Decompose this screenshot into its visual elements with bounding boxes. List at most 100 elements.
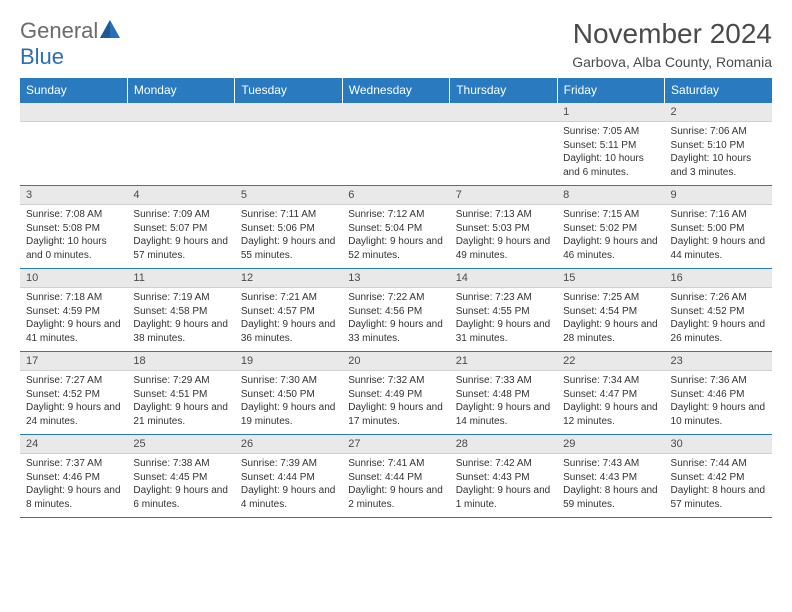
calendar-cell: 16Sunrise: 7:26 AMSunset: 4:52 PMDayligh…: [665, 269, 772, 352]
day-number: 14: [450, 269, 557, 288]
brand-blue: Blue: [20, 44, 64, 69]
day-body: Sunrise: 7:16 AMSunset: 5:00 PMDaylight:…: [665, 205, 772, 268]
day-number: 25: [127, 435, 234, 454]
calendar-cell: 19Sunrise: 7:30 AMSunset: 4:50 PMDayligh…: [235, 352, 342, 435]
day-number: 10: [20, 269, 127, 288]
day-body: Sunrise: 7:38 AMSunset: 4:45 PMDaylight:…: [127, 454, 234, 517]
calendar-cell: 4Sunrise: 7:09 AMSunset: 5:07 PMDaylight…: [127, 186, 234, 269]
day-body: Sunrise: 7:23 AMSunset: 4:55 PMDaylight:…: [450, 288, 557, 351]
calendar-cell: 26Sunrise: 7:39 AMSunset: 4:44 PMDayligh…: [235, 435, 342, 518]
calendar-cell: 5Sunrise: 7:11 AMSunset: 5:06 PMDaylight…: [235, 186, 342, 269]
day-body-empty: [450, 122, 557, 182]
calendar-cell: 10Sunrise: 7:18 AMSunset: 4:59 PMDayligh…: [20, 269, 127, 352]
title-block: November 2024 Garbova, Alba County, Roma…: [572, 18, 772, 70]
day-body: Sunrise: 7:27 AMSunset: 4:52 PMDaylight:…: [20, 371, 127, 434]
weekday-header: Friday: [557, 78, 664, 103]
calendar-cell: 28Sunrise: 7:42 AMSunset: 4:43 PMDayligh…: [450, 435, 557, 518]
day-number: 22: [557, 352, 664, 371]
day-number: 1: [557, 103, 664, 122]
day-body: Sunrise: 7:22 AMSunset: 4:56 PMDaylight:…: [342, 288, 449, 351]
calendar-header-row: SundayMondayTuesdayWednesdayThursdayFrid…: [20, 78, 772, 103]
day-number: 16: [665, 269, 772, 288]
day-number-empty: [20, 103, 127, 122]
day-body: Sunrise: 7:18 AMSunset: 4:59 PMDaylight:…: [20, 288, 127, 351]
day-number: 3: [20, 186, 127, 205]
day-number-empty: [235, 103, 342, 122]
calendar-row: 17Sunrise: 7:27 AMSunset: 4:52 PMDayligh…: [20, 352, 772, 435]
calendar-cell: 25Sunrise: 7:38 AMSunset: 4:45 PMDayligh…: [127, 435, 234, 518]
weekday-header: Saturday: [665, 78, 772, 103]
weekday-header: Tuesday: [235, 78, 342, 103]
day-body: Sunrise: 7:06 AMSunset: 5:10 PMDaylight:…: [665, 122, 772, 185]
day-number: 19: [235, 352, 342, 371]
month-title: November 2024: [572, 18, 772, 50]
day-number: 23: [665, 352, 772, 371]
calendar-row: 10Sunrise: 7:18 AMSunset: 4:59 PMDayligh…: [20, 269, 772, 352]
calendar-cell: [127, 103, 234, 186]
day-body: Sunrise: 7:41 AMSunset: 4:44 PMDaylight:…: [342, 454, 449, 517]
calendar-table: SundayMondayTuesdayWednesdayThursdayFrid…: [20, 78, 772, 518]
day-body: Sunrise: 7:05 AMSunset: 5:11 PMDaylight:…: [557, 122, 664, 185]
day-number: 20: [342, 352, 449, 371]
logo-triangle-icon: [100, 18, 120, 36]
day-body: Sunrise: 7:09 AMSunset: 5:07 PMDaylight:…: [127, 205, 234, 268]
calendar-cell: 8Sunrise: 7:15 AMSunset: 5:02 PMDaylight…: [557, 186, 664, 269]
day-body: Sunrise: 7:34 AMSunset: 4:47 PMDaylight:…: [557, 371, 664, 434]
brand-general: General: [20, 18, 98, 43]
day-body-empty: [20, 122, 127, 182]
day-body: Sunrise: 7:37 AMSunset: 4:46 PMDaylight:…: [20, 454, 127, 517]
day-number: 7: [450, 186, 557, 205]
day-body: Sunrise: 7:19 AMSunset: 4:58 PMDaylight:…: [127, 288, 234, 351]
calendar-cell: 17Sunrise: 7:27 AMSunset: 4:52 PMDayligh…: [20, 352, 127, 435]
day-body-empty: [342, 122, 449, 182]
day-body: Sunrise: 7:15 AMSunset: 5:02 PMDaylight:…: [557, 205, 664, 268]
day-number: 12: [235, 269, 342, 288]
calendar-cell: [342, 103, 449, 186]
day-number: 5: [235, 186, 342, 205]
day-body: Sunrise: 7:33 AMSunset: 4:48 PMDaylight:…: [450, 371, 557, 434]
day-body: Sunrise: 7:11 AMSunset: 5:06 PMDaylight:…: [235, 205, 342, 268]
calendar-cell: 6Sunrise: 7:12 AMSunset: 5:04 PMDaylight…: [342, 186, 449, 269]
day-body-empty: [235, 122, 342, 182]
calendar-cell: 7Sunrise: 7:13 AMSunset: 5:03 PMDaylight…: [450, 186, 557, 269]
day-number: 28: [450, 435, 557, 454]
calendar-cell: 2Sunrise: 7:06 AMSunset: 5:10 PMDaylight…: [665, 103, 772, 186]
calendar-cell: 24Sunrise: 7:37 AMSunset: 4:46 PMDayligh…: [20, 435, 127, 518]
calendar-cell: 15Sunrise: 7:25 AMSunset: 4:54 PMDayligh…: [557, 269, 664, 352]
calendar-cell: 20Sunrise: 7:32 AMSunset: 4:49 PMDayligh…: [342, 352, 449, 435]
day-number: 11: [127, 269, 234, 288]
day-body: Sunrise: 7:13 AMSunset: 5:03 PMDaylight:…: [450, 205, 557, 268]
day-number-empty: [450, 103, 557, 122]
calendar-cell: 3Sunrise: 7:08 AMSunset: 5:08 PMDaylight…: [20, 186, 127, 269]
day-number: 26: [235, 435, 342, 454]
weekday-header: Monday: [127, 78, 234, 103]
calendar-row: 1Sunrise: 7:05 AMSunset: 5:11 PMDaylight…: [20, 103, 772, 186]
day-number: 8: [557, 186, 664, 205]
day-body: Sunrise: 7:43 AMSunset: 4:43 PMDaylight:…: [557, 454, 664, 517]
day-number: 9: [665, 186, 772, 205]
day-number: 2: [665, 103, 772, 122]
day-number: 15: [557, 269, 664, 288]
day-number: 29: [557, 435, 664, 454]
day-number: 21: [450, 352, 557, 371]
day-number: 30: [665, 435, 772, 454]
weekday-header: Wednesday: [342, 78, 449, 103]
calendar-cell: 1Sunrise: 7:05 AMSunset: 5:11 PMDaylight…: [557, 103, 664, 186]
day-number: 24: [20, 435, 127, 454]
day-body: Sunrise: 7:08 AMSunset: 5:08 PMDaylight:…: [20, 205, 127, 268]
day-number-empty: [342, 103, 449, 122]
calendar-cell: 12Sunrise: 7:21 AMSunset: 4:57 PMDayligh…: [235, 269, 342, 352]
day-number: 13: [342, 269, 449, 288]
calendar-cell: 14Sunrise: 7:23 AMSunset: 4:55 PMDayligh…: [450, 269, 557, 352]
weekday-header: Thursday: [450, 78, 557, 103]
day-number: 4: [127, 186, 234, 205]
header: General Blue November 2024 Garbova, Alba…: [20, 18, 772, 70]
calendar-cell: 27Sunrise: 7:41 AMSunset: 4:44 PMDayligh…: [342, 435, 449, 518]
day-number: 27: [342, 435, 449, 454]
day-body: Sunrise: 7:30 AMSunset: 4:50 PMDaylight:…: [235, 371, 342, 434]
calendar-cell: [450, 103, 557, 186]
day-number: 6: [342, 186, 449, 205]
day-body: Sunrise: 7:36 AMSunset: 4:46 PMDaylight:…: [665, 371, 772, 434]
day-body: Sunrise: 7:25 AMSunset: 4:54 PMDaylight:…: [557, 288, 664, 351]
day-number-empty: [127, 103, 234, 122]
